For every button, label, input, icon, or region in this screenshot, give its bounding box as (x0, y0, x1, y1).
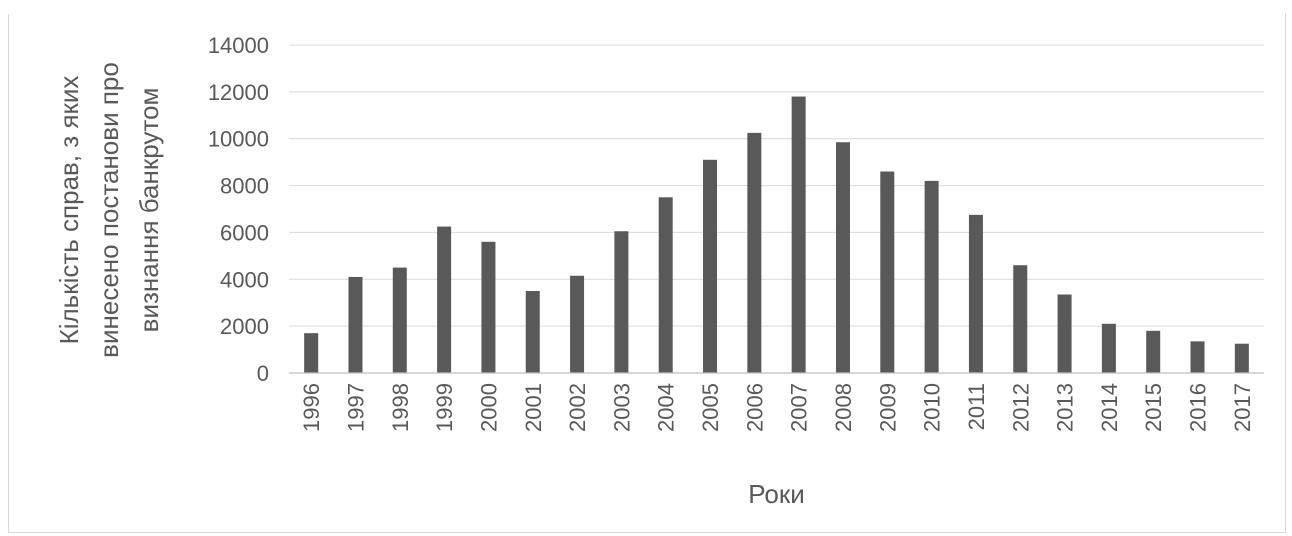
x-tick-label: 2013 (1053, 383, 1078, 432)
bar-2013 (1057, 294, 1072, 373)
bar-2007 (791, 96, 806, 374)
x-tick-label: 2002 (565, 383, 590, 432)
bar-1998 (392, 267, 407, 373)
gridlines (289, 44, 1264, 327)
y-axis-title-line-2: винесено постанови про (94, 62, 124, 358)
x-tick-label: 2005 (698, 383, 723, 432)
y-axis-title-line-1: Кількість справ, з яких (54, 76, 84, 345)
x-tick-labels: 1996 1997 1998 1999 2000 2001 2002 2003 2004 2005… (299, 383, 1255, 432)
bar-2015 (1146, 330, 1161, 373)
x-tick-label: 2009 (875, 383, 900, 432)
y-axis-title: Кількість справ, з яких винесено постано… (54, 62, 164, 358)
y-tick-label: 4000 (220, 267, 269, 292)
y-tick-label: 0 (257, 361, 269, 386)
bar-2000 (481, 241, 496, 373)
bar-2009 (880, 171, 895, 373)
x-tick-label: 2017 (1230, 383, 1255, 432)
bar-2008 (835, 142, 850, 373)
y-tick-label: 10000 (208, 127, 269, 152)
x-tick-label: 2010 (920, 383, 945, 432)
x-tick-label: 2000 (476, 383, 501, 432)
bar-2014 (1101, 323, 1116, 373)
x-tick-label: 2007 (787, 383, 812, 432)
x-tick-label: 2003 (609, 383, 634, 432)
bar-2016 (1190, 341, 1205, 373)
y-tick-label: 14000 (208, 33, 269, 58)
bar-1996 (304, 333, 319, 373)
bar-2004 (658, 197, 673, 373)
x-tick-label: 2012 (1008, 383, 1033, 432)
x-tick-label: 2008 (831, 383, 856, 432)
x-tick-label: 1996 (299, 383, 324, 432)
chart-frame (8, 14, 1286, 533)
x-tick-label: 2014 (1097, 383, 1122, 432)
bar-1999 (437, 226, 452, 373)
bar-1997 (348, 276, 363, 373)
y-tick-label: 6000 (220, 220, 269, 245)
y-tick-label: 2000 (220, 314, 269, 339)
x-tick-label: 1997 (343, 383, 368, 432)
x-axis-title: Роки (748, 479, 805, 509)
bar-2005 (703, 159, 718, 373)
bar-2001 (525, 291, 540, 373)
bars (304, 96, 1249, 374)
bar-2010 (924, 180, 939, 373)
y-tick-label: 12000 (208, 80, 269, 105)
bar-2017 (1234, 343, 1249, 373)
x-tick-label: 2001 (521, 383, 546, 432)
y-tick-labels: 0 2000 4000 6000 8000 10000 12000 14000 (208, 33, 269, 386)
x-tick-label: 2004 (654, 383, 679, 432)
x-tick-label: 2015 (1141, 383, 1166, 432)
x-tick-label: 1999 (432, 383, 457, 432)
y-axis-title-line-3: визнання банкрутом (134, 88, 164, 333)
bar-2002 (570, 275, 585, 373)
x-tick-label: 1998 (388, 383, 413, 432)
x-tick-label: 2011 (964, 383, 989, 430)
bar-2012 (1013, 265, 1028, 373)
y-tick-label: 8000 (220, 174, 269, 199)
bar-2011 (968, 214, 983, 373)
bar-2006 (747, 132, 762, 373)
x-tick-label: 2016 (1186, 383, 1211, 432)
bar-2003 (614, 231, 629, 373)
x-tick-label: 2006 (742, 383, 767, 432)
